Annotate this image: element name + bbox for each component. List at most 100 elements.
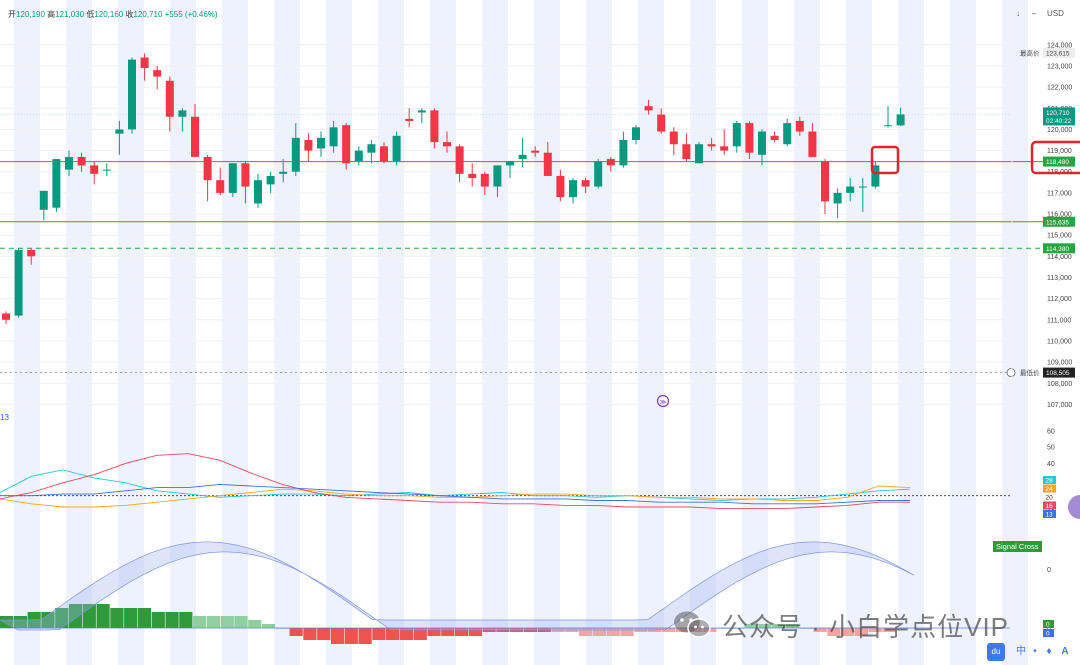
candle-body xyxy=(758,131,766,155)
macd-bar xyxy=(758,624,772,628)
price-tick-label: 111,000 xyxy=(1047,317,1071,324)
candle-body xyxy=(342,125,351,164)
candle-body xyxy=(39,190,48,210)
candle-body xyxy=(27,250,36,257)
indicator-badge-value: 20 xyxy=(1046,494,1054,501)
candlesticks xyxy=(2,53,905,325)
du-button[interactable]: du xyxy=(987,643,1005,661)
candle-body xyxy=(417,110,426,113)
indicator-series-line xyxy=(0,483,910,505)
low-marker-icon xyxy=(1006,368,1016,377)
open-value: 120,190 xyxy=(16,10,45,19)
macd-bar xyxy=(868,628,882,632)
macd-bar xyxy=(317,628,331,640)
highlight-box-axis xyxy=(1030,140,1080,175)
level-value: 115,635 xyxy=(1046,219,1069,226)
candle-body xyxy=(720,146,729,151)
macd-bar xyxy=(289,628,303,636)
session-band xyxy=(950,0,976,665)
candle-body xyxy=(140,57,149,69)
event-marker-icon[interactable] xyxy=(656,394,670,408)
session-band xyxy=(794,0,820,665)
candle-body xyxy=(644,106,653,111)
close-value: 120,710 xyxy=(133,10,163,19)
candle-body xyxy=(468,173,477,179)
grid xyxy=(0,44,1010,405)
price-tick-label: 119,000 xyxy=(1047,148,1072,155)
candle-body xyxy=(304,140,313,151)
last-price-tag xyxy=(1043,107,1075,126)
macd-bar xyxy=(841,628,855,636)
macd-bar xyxy=(744,624,758,628)
candle-body xyxy=(682,144,691,160)
candle-body xyxy=(354,150,363,162)
candle-body xyxy=(2,313,10,320)
candle-body xyxy=(770,135,779,140)
candle-body xyxy=(569,180,577,198)
macd-badge-value: 0 xyxy=(1046,621,1050,628)
macd-bar xyxy=(716,628,731,629)
candle-body xyxy=(178,110,187,117)
indicator-tick-label: 50 xyxy=(1047,445,1055,452)
candle-body xyxy=(506,161,514,166)
candle-body xyxy=(858,186,867,188)
purple-handle[interactable] xyxy=(1068,495,1080,519)
download-arrow-icon[interactable]: ↓ xyxy=(1016,9,1020,18)
macd-bar xyxy=(13,616,27,628)
dash-icon[interactable]: – xyxy=(1032,9,1037,18)
indicator-tick-label: 60 xyxy=(1047,429,1055,436)
price-axis: 124,000123,000122,000121,000120,000119,0… xyxy=(1006,0,1075,665)
macd-bar xyxy=(413,628,427,640)
candle-body xyxy=(430,110,439,143)
candle-body xyxy=(317,137,325,149)
macd-bar xyxy=(689,628,703,632)
macd-bar xyxy=(220,616,234,628)
macd-bar xyxy=(896,628,910,629)
macd-bar xyxy=(606,628,620,636)
price-tick-label: 124,000 xyxy=(1047,42,1072,49)
a-button[interactable]: A xyxy=(1061,646,1069,657)
mic-icon[interactable]: ♦ xyxy=(1046,646,1052,657)
candle-body xyxy=(745,123,754,153)
candle-body xyxy=(632,127,640,140)
macd-bar xyxy=(41,612,55,628)
dot-button[interactable]: • xyxy=(1033,646,1037,657)
level-value: 114,380 xyxy=(1046,246,1069,253)
highlight-box-candle xyxy=(870,145,900,175)
candle-body xyxy=(531,150,540,153)
candle-body xyxy=(669,131,678,145)
macd-bar xyxy=(785,624,800,628)
candle-body xyxy=(518,154,527,160)
candle-body xyxy=(279,171,288,174)
candle-body xyxy=(657,114,666,132)
macd-bar xyxy=(579,628,593,636)
candle-body xyxy=(367,144,376,153)
zhong-button[interactable]: 中 xyxy=(1016,646,1026,657)
candle-body xyxy=(90,165,99,174)
session-band xyxy=(586,0,612,665)
candle-body xyxy=(102,169,111,171)
indicator-badge xyxy=(1043,501,1056,510)
last-price-value: 120,710 xyxy=(1046,110,1070,117)
level-tag xyxy=(1043,216,1075,227)
ohlc-readout: 开120,190 高121,030 低120,160 收120,710 +555… xyxy=(8,9,218,20)
candle-body xyxy=(52,159,61,208)
currency-label[interactable]: USD xyxy=(1047,9,1064,18)
candle-body xyxy=(581,180,590,187)
candle-body xyxy=(191,116,199,157)
candle-body xyxy=(291,137,300,172)
indicator-badge xyxy=(1043,493,1056,501)
session-band xyxy=(326,0,352,665)
macd-bar xyxy=(96,604,110,628)
low-marker-value: 108,505 xyxy=(1046,370,1070,377)
level-value: 118,480 xyxy=(1046,159,1069,166)
macd-bar xyxy=(68,604,83,628)
price-tick-label: 117,000 xyxy=(1047,190,1072,197)
low-marker-tag xyxy=(1043,367,1075,378)
macd-bar xyxy=(151,612,165,628)
macd-bar xyxy=(813,628,827,632)
candle-body xyxy=(884,125,892,127)
open-label: 开 xyxy=(8,10,16,19)
candle-body xyxy=(543,152,552,176)
